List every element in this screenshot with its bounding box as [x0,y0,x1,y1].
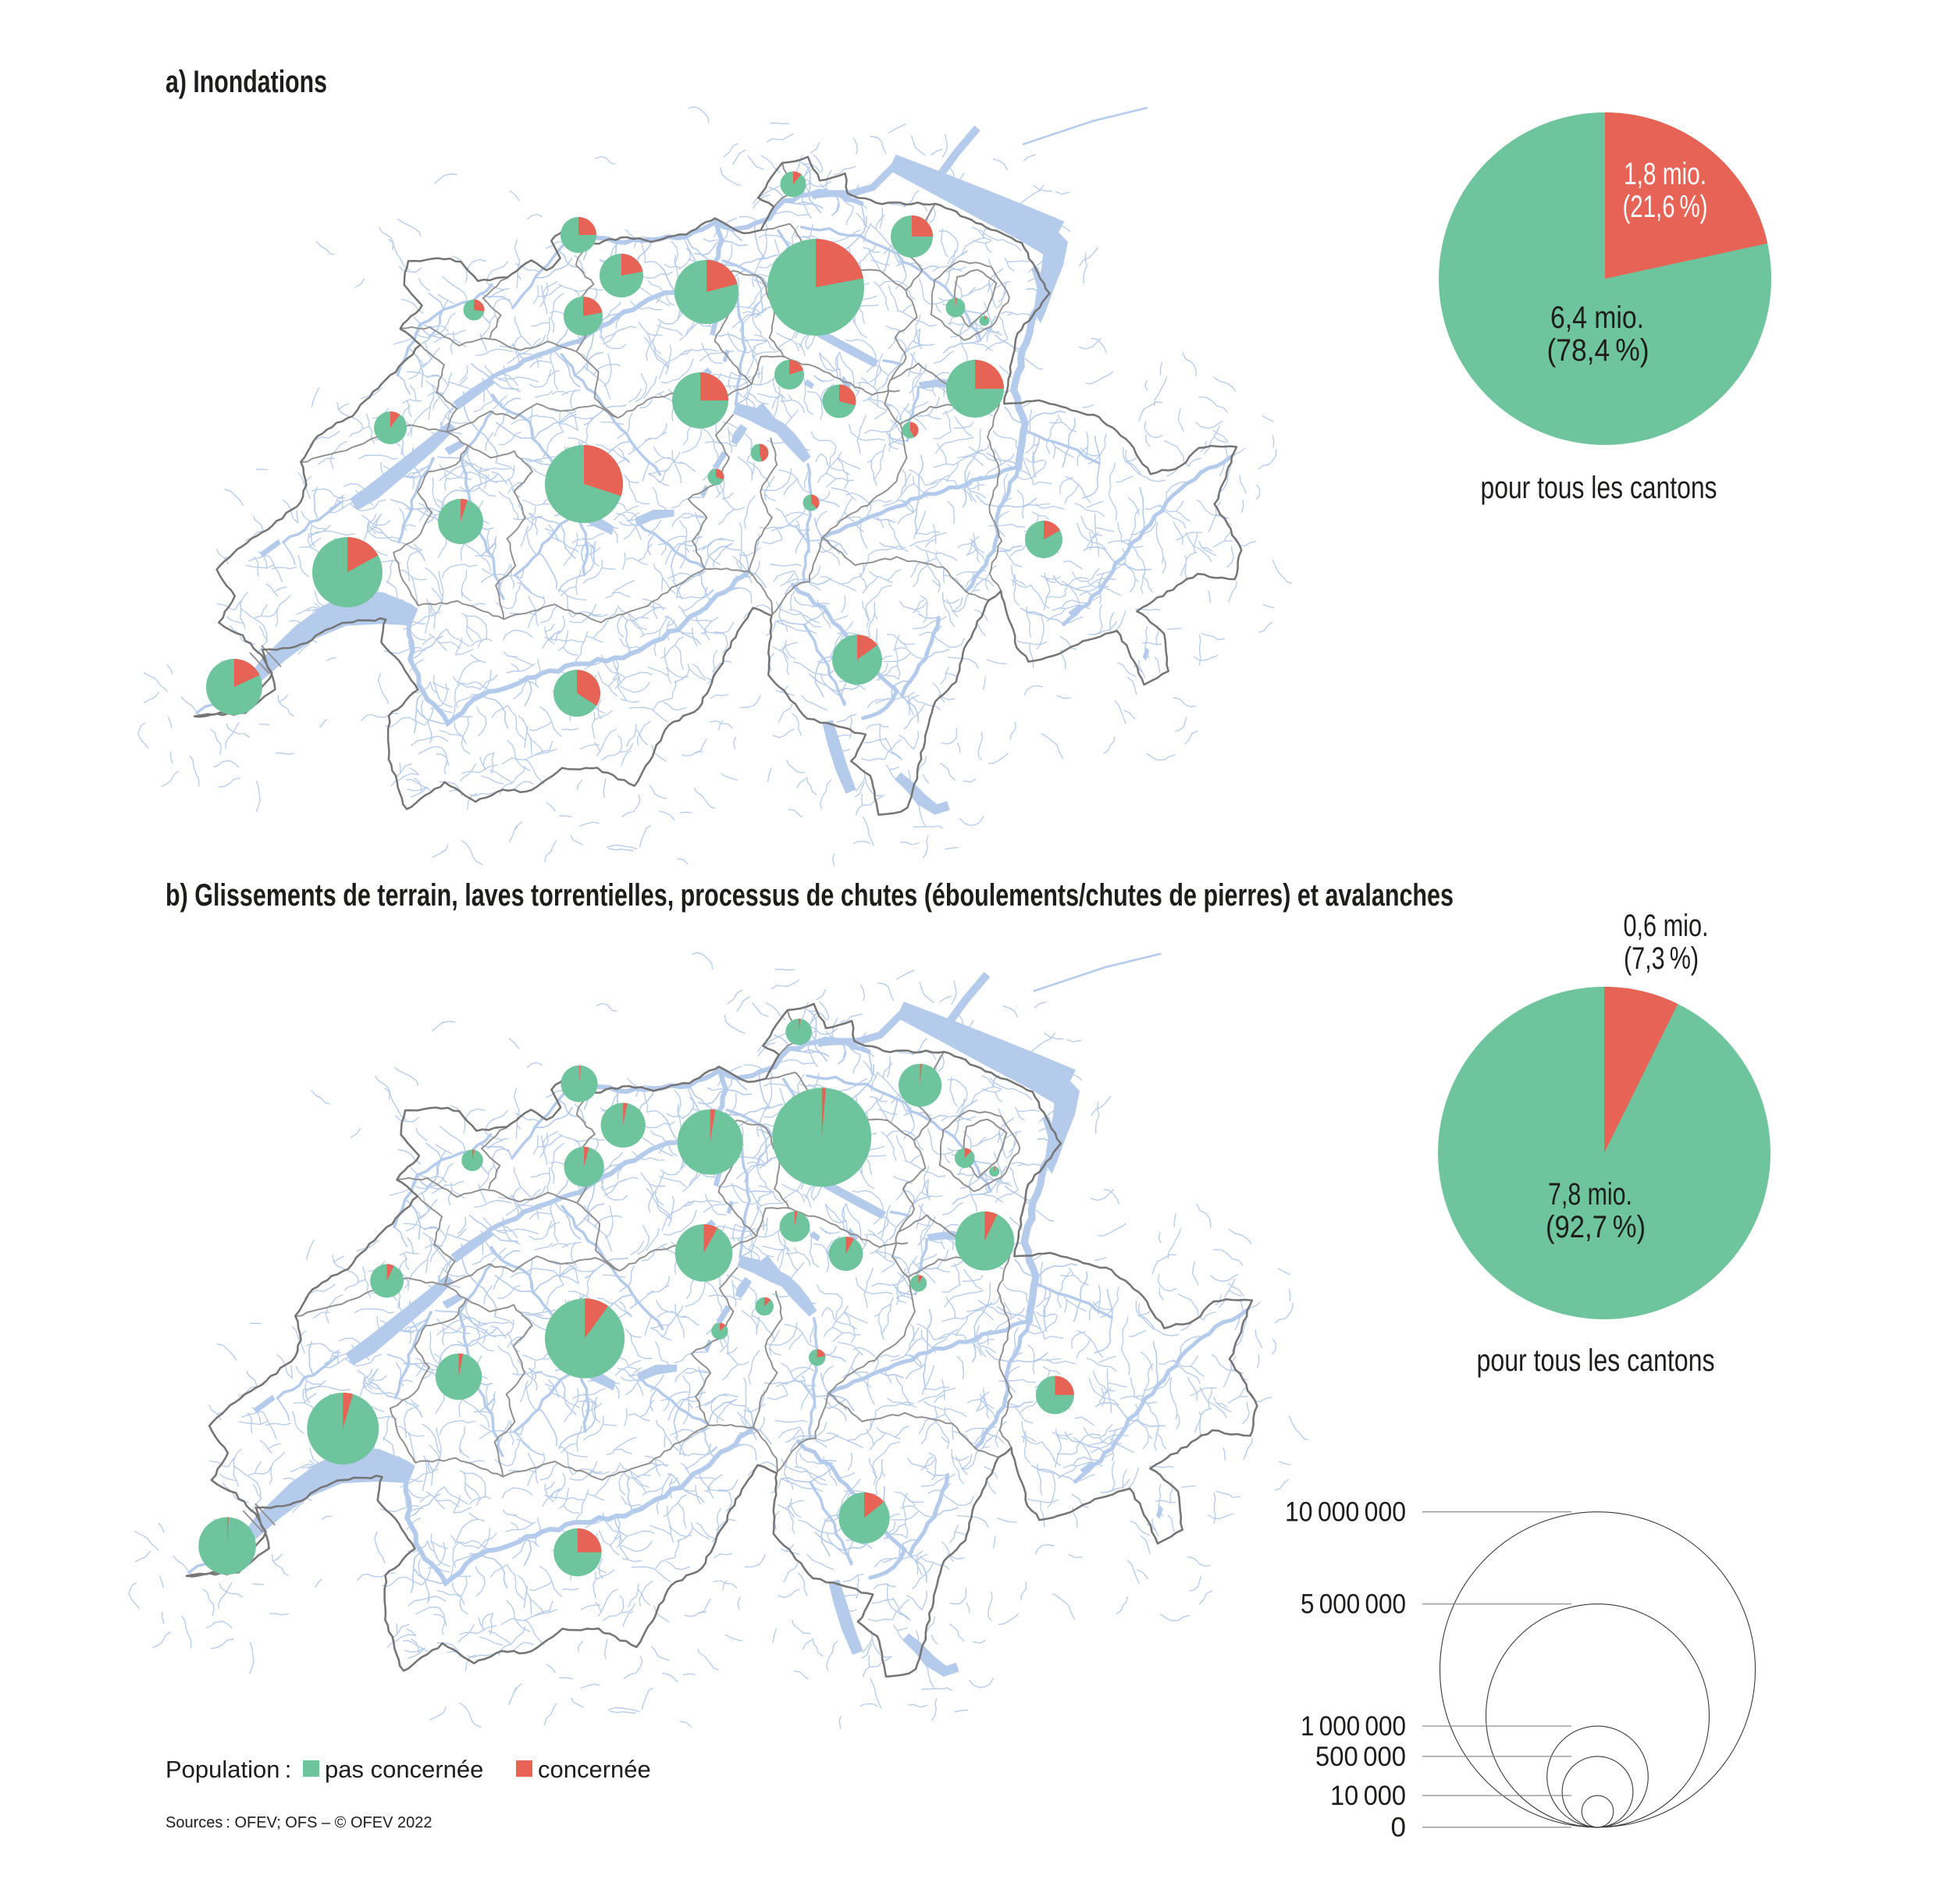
svg-text:0: 0 [1391,1813,1406,1843]
svg-text:7,8 mio.: 7,8 mio. [1548,1177,1632,1212]
svg-text:pour tous les cantons: pour tous les cantons [1477,1343,1715,1378]
svg-text:a) Inondations: a) Inondations [165,65,327,99]
svg-text:concernée: concernée [538,1756,651,1783]
svg-text:pour tous les cantons: pour tous les cantons [1481,471,1717,505]
svg-text:(92,7 %): (92,7 %) [1546,1210,1646,1244]
svg-text:b) Glissements de terrain, lav: b) Glissements de terrain, laves torrent… [165,878,1454,913]
svg-text:0,6 mio.: 0,6 mio. [1624,909,1709,943]
svg-text:10 000: 10 000 [1330,1781,1406,1811]
svg-text:Sources : OFEV; OFS – © OFEV 2: Sources : OFEV; OFS – © OFEV 2022 [165,1814,432,1831]
svg-text:(7,3 %): (7,3 %) [1624,941,1699,976]
svg-text:5 000 000: 5 000 000 [1301,1589,1406,1620]
svg-text:pas concernée: pas concernée [325,1756,483,1783]
svg-text:(21,6 %): (21,6 %) [1623,190,1708,224]
svg-text:(78,4 %): (78,4 %) [1547,333,1650,368]
svg-text:1,8 mio.: 1,8 mio. [1624,157,1706,191]
svg-text:1 000 000: 1 000 000 [1301,1711,1406,1742]
svg-text:10 000 000: 10 000 000 [1285,1497,1406,1528]
svg-text:Population :: Population : [165,1756,291,1783]
svg-text:6,4 mio.: 6,4 mio. [1550,301,1644,335]
svg-text:500 000: 500 000 [1315,1742,1406,1772]
